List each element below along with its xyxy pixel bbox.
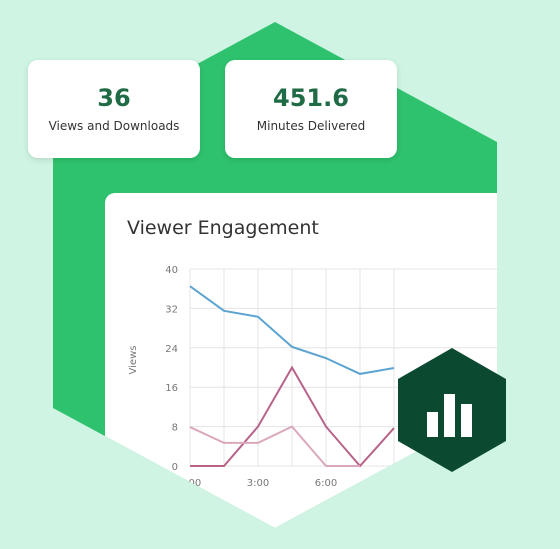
- y-tick-label: 32: [165, 304, 178, 315]
- series-line: [189, 285, 395, 375]
- badge: [398, 348, 506, 472]
- chart-title: Viewer Engagement: [127, 217, 319, 239]
- series-line: [189, 425, 360, 467]
- badge-icon-bar: [444, 394, 455, 437]
- y-tick-label: 8: [172, 423, 178, 434]
- stat-card: [225, 60, 397, 158]
- badge-icon-bar: [427, 412, 438, 437]
- x-tick-label: 3:00: [247, 478, 269, 489]
- stat-value: 36: [97, 84, 130, 112]
- y-tick-label: 40: [165, 265, 178, 276]
- badge-icon-bar: [461, 404, 472, 437]
- y-axis-label: Views: [128, 346, 139, 375]
- stat-value: 451.6: [273, 84, 349, 112]
- stat-card: [28, 60, 200, 158]
- y-tick-label: 0: [172, 462, 178, 473]
- y-tick-label: 24: [165, 344, 178, 355]
- stat-label: Minutes Delivered: [257, 119, 366, 133]
- stat-label: Views and Downloads: [49, 119, 180, 133]
- y-tick-label: 16: [165, 383, 178, 394]
- x-tick-label: 6:00: [315, 478, 337, 489]
